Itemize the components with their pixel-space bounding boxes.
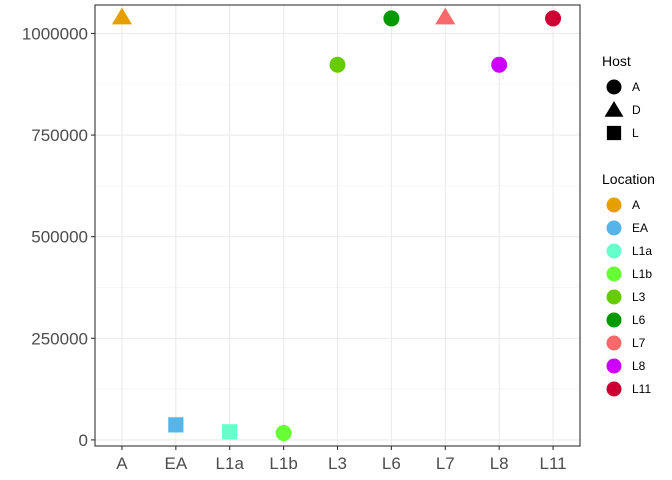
legend-label: L1b [632,267,652,281]
legend-label: L11 [632,382,651,396]
y-tick-label: 500000 [31,228,88,247]
legend-label: L8 [632,359,646,373]
legend-title: Host [602,53,631,69]
x-tick-label: L7 [436,454,455,473]
data-point [275,424,292,441]
data-point [168,417,184,433]
legend-key [606,79,622,95]
x-tick-label: A [116,454,128,473]
data-point [111,7,133,25]
x-tick-label: L11 [540,454,567,473]
legend-key [606,381,622,397]
legend-label: D [632,103,641,117]
legend-key [606,312,622,328]
legend-key [606,358,622,374]
legend-key [604,101,624,117]
data-points [111,7,562,441]
data-point [545,10,562,27]
x-tick-label: L8 [490,454,509,473]
legend-label: L7 [632,336,646,350]
data-point [383,10,400,27]
legend-key [606,289,622,305]
legend-key [606,243,622,259]
data-point [435,7,456,25]
legend-key [606,335,622,351]
data-point [329,56,346,73]
legend-key [606,125,622,141]
x-tick-label: L6 [382,454,401,473]
x-tick-label: L3 [328,454,347,473]
legend-key [606,220,622,236]
legend-key [606,197,622,213]
legend-label: L [632,126,639,140]
x-tick-label: EA [164,454,187,473]
axes: 0 250000 500000 750000 1000000 A EA L1a L1b L3 L6 L… [22,4,581,473]
y-tick-label: 250000 [31,329,88,348]
legend-label: EA [632,221,648,235]
y-tick-label: 1000000 [22,24,88,43]
x-tick-label: L1a [216,454,245,473]
legend-label: L6 [632,313,646,327]
legend-label: A [632,80,640,94]
y-tick-label: 0 [79,431,88,450]
grid [95,5,580,446]
data-point [491,56,508,73]
legend-label: A [632,198,640,212]
x-tick-label: L1b [269,454,297,473]
legend-label: L3 [632,290,646,304]
legend-title: Location [602,171,655,187]
legend-label: L1a [632,244,652,258]
legend-key [606,266,622,282]
data-point [222,424,238,440]
y-tick-label: 750000 [31,126,88,145]
